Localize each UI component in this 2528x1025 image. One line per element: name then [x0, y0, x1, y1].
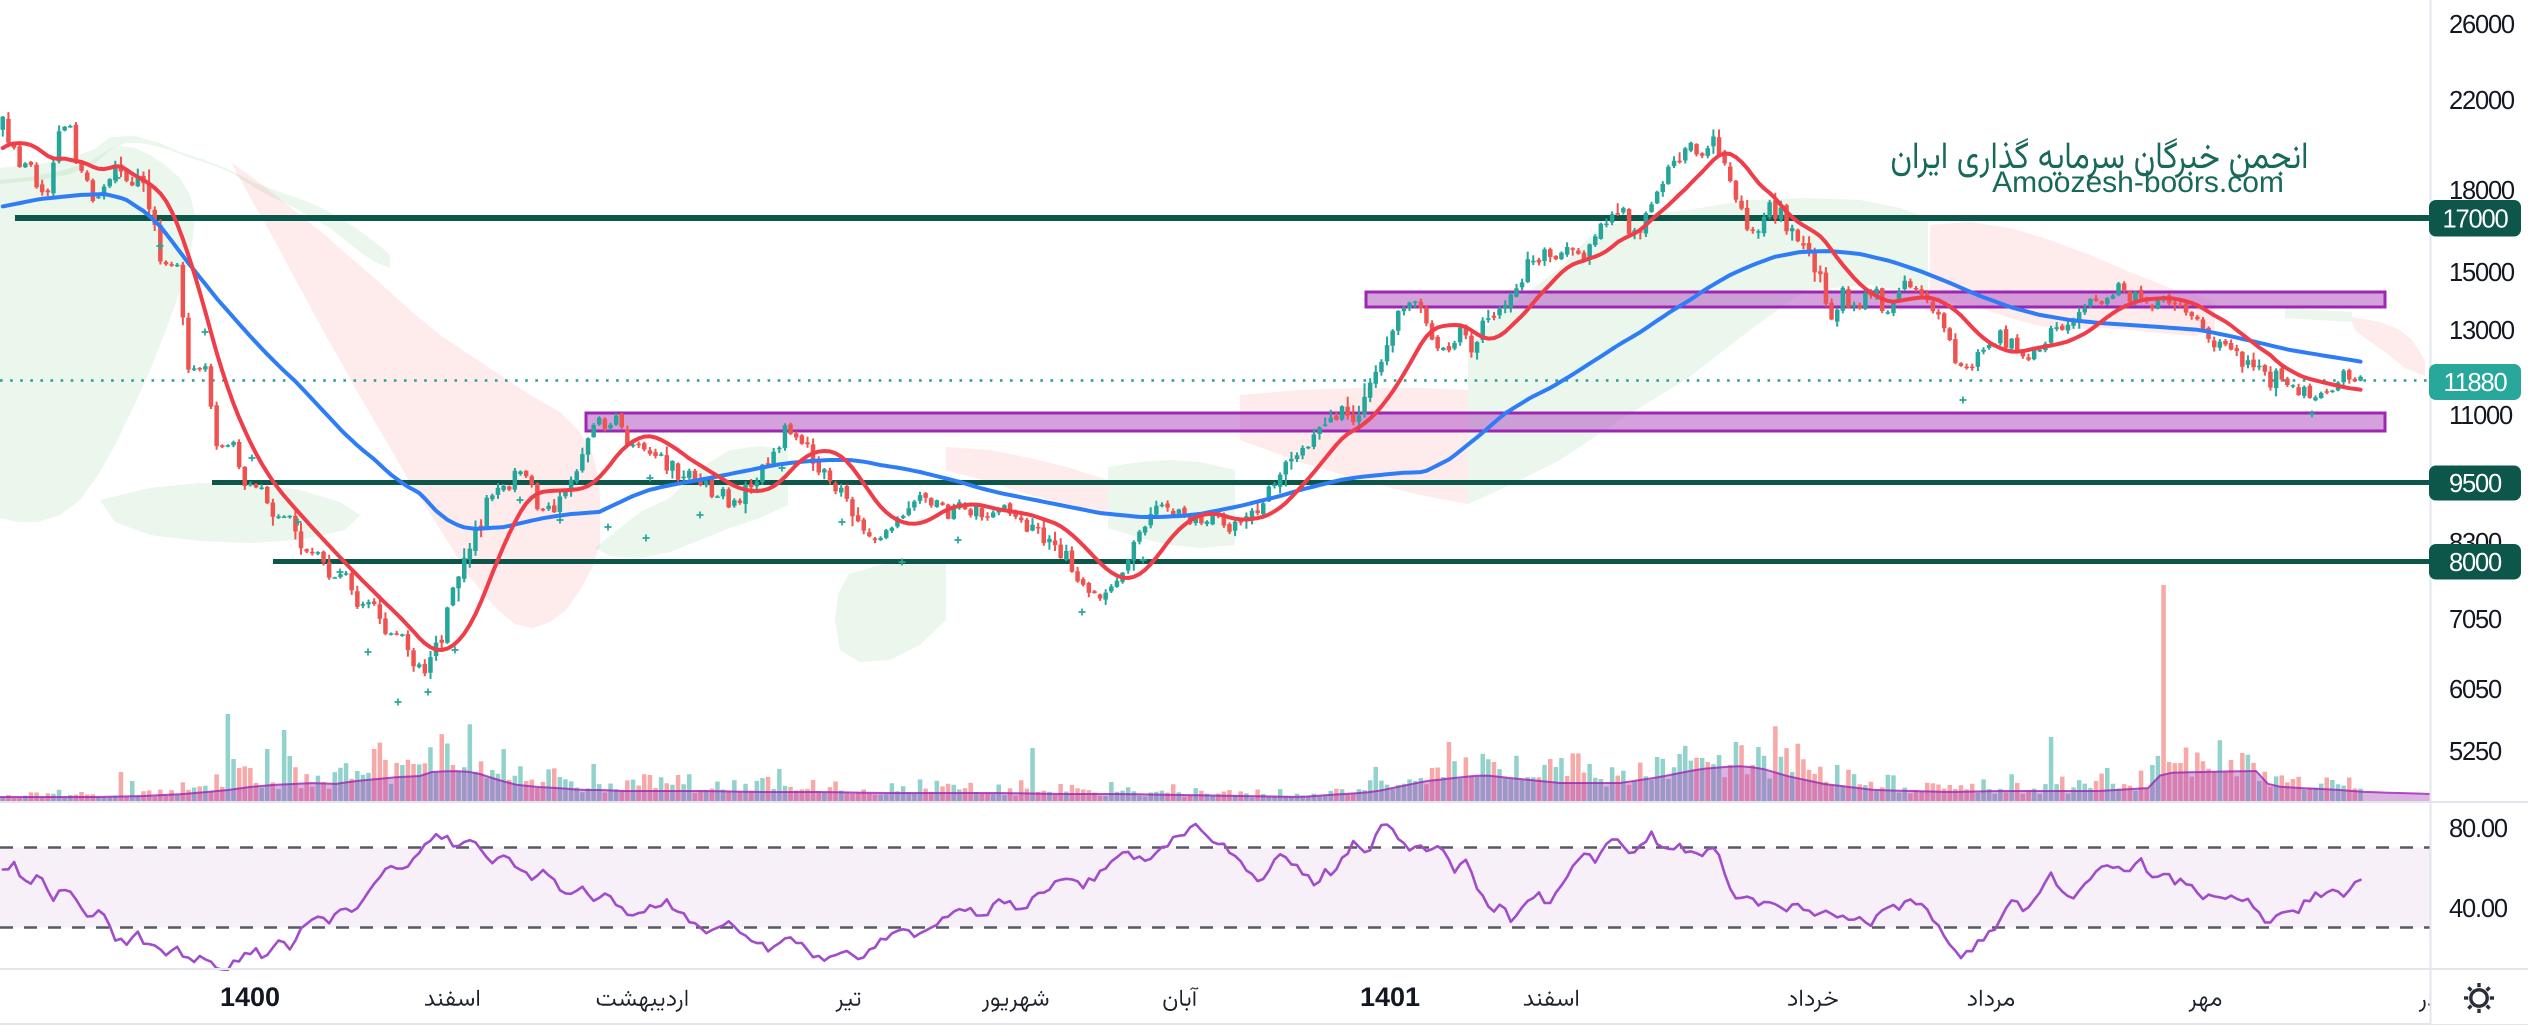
svg-text:Amoozesh-boors.com: Amoozesh-boors.com: [1992, 166, 2284, 199]
svg-text:6050: 6050: [2449, 676, 2502, 704]
svg-text:26000: 26000: [2449, 11, 2515, 39]
svg-text:1400: 1400: [220, 982, 280, 1012]
svg-text:15000: 15000: [2449, 259, 2515, 287]
svg-text:11000: 11000: [2449, 402, 2513, 430]
svg-text:40.00: 40.00: [2449, 895, 2508, 923]
svg-text:1401: 1401: [1360, 982, 1420, 1012]
svg-text:9500: 9500: [2449, 470, 2502, 498]
svg-text:8000: 8000: [2449, 549, 2502, 577]
svg-text:17000: 17000: [2443, 205, 2509, 233]
svg-text:80.00: 80.00: [2449, 815, 2508, 843]
svg-text:5250: 5250: [2449, 738, 2502, 766]
svg-text:13000: 13000: [2449, 317, 2515, 345]
svg-text:22000: 22000: [2449, 87, 2515, 115]
svg-text:11880: 11880: [2443, 369, 2507, 397]
svg-text:7050: 7050: [2449, 606, 2502, 634]
